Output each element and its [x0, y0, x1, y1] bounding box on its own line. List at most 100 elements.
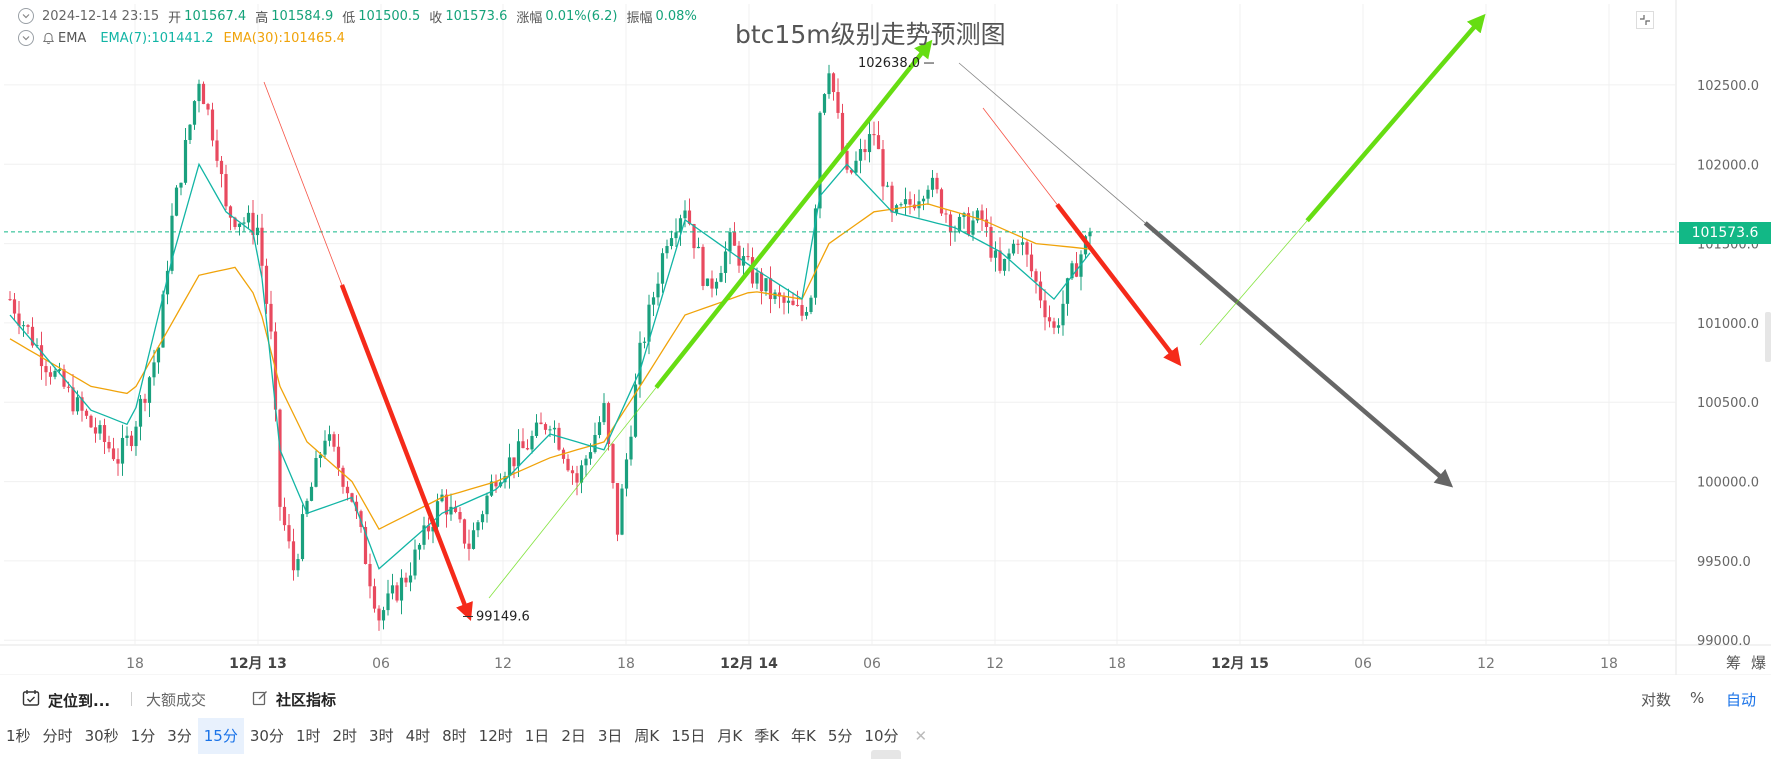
chart-area[interactable]: 102500.0 102000.0 101500.0 101000.0 100500.0…: [0, 0, 1771, 675]
interval-12[interactable]: 12时: [478, 727, 513, 745]
interval-7[interactable]: 1时: [295, 727, 321, 745]
interval-16[interactable]: 周K: [634, 727, 660, 745]
log-scale-toggle[interactable]: 对数: [1641, 691, 1672, 709]
community-indicator-button[interactable]: 社区指标: [252, 689, 336, 710]
interval-19[interactable]: 季K: [754, 727, 780, 745]
candle-body: [386, 593, 390, 611]
interval-3[interactable]: 1分: [130, 727, 156, 745]
collapse-chevron-icon[interactable]: [18, 8, 34, 24]
candle-body: [881, 149, 885, 187]
community-indicator-label: 社区指标: [276, 691, 337, 709]
y-tick-label: 100500.0: [1697, 396, 1759, 411]
candle-body: [548, 429, 552, 431]
interval-9[interactable]: 3时: [369, 727, 394, 745]
candle-body: [669, 238, 674, 247]
candle-body: [521, 441, 525, 449]
candle-body: [980, 210, 984, 220]
indicator-collapse-chevron-icon[interactable]: [18, 30, 34, 46]
candle-body: [728, 232, 732, 252]
auto-scale-toggle[interactable]: 自动: [1726, 691, 1757, 709]
candle-body: [17, 313, 21, 326]
ema7-line: [9, 162, 1091, 570]
interval-10[interactable]: 4时: [405, 727, 431, 745]
green-up-arrow-2: [1199, 13, 1486, 346]
candle-body: [489, 481, 494, 496]
candle-body: [471, 530, 476, 549]
candle-body: [1088, 231, 1092, 237]
candle-body: [35, 345, 39, 347]
candle-body: [930, 177, 935, 190]
indicator-name[interactable]: EMA: [58, 30, 87, 46]
interval-20[interactable]: 年K: [791, 727, 816, 745]
interval-22[interactable]: 10分: [864, 727, 899, 745]
interval-2[interactable]: 30秒: [84, 727, 119, 745]
candle-body: [935, 177, 939, 190]
candle-body: [165, 270, 170, 295]
fullscreen-icon[interactable]: [1633, 9, 1657, 31]
candle-body: [1052, 321, 1056, 328]
candle-body: [260, 227, 264, 266]
candle-body: [125, 435, 129, 438]
liquidation-toggle[interactable]: 爆: [1751, 654, 1766, 672]
candle-body: [462, 519, 467, 544]
close-label: 收: [429, 10, 443, 26]
interval-18[interactable]: 月K: [717, 727, 743, 745]
candle-body: [390, 585, 395, 594]
candle-body: [98, 425, 102, 434]
candle-body: [660, 253, 665, 284]
candle-body: [413, 549, 417, 576]
candle-body: [449, 506, 453, 515]
interval-6[interactable]: 30分: [249, 727, 284, 745]
candle-body: [786, 300, 791, 303]
interval-21[interactable]: 5分: [827, 727, 853, 745]
candle-body: [1070, 263, 1074, 279]
candle-body: [1043, 300, 1047, 318]
candle-body: [719, 272, 723, 282]
high-point-label: 102638.0: [858, 56, 920, 71]
candle-body: [584, 458, 588, 466]
candle-body: [89, 415, 93, 428]
percent-scale-toggle[interactable]: %: [1690, 689, 1705, 707]
interval-0[interactable]: 1秒: [6, 727, 31, 745]
candle-body: [849, 169, 854, 173]
candle-body: [53, 370, 57, 377]
panel-resize-handle[interactable]: [871, 750, 901, 759]
candle-body: [426, 525, 431, 532]
candle-body: [210, 109, 215, 141]
big-deal-button[interactable]: 大额成交: [146, 691, 207, 709]
candle-body: [278, 409, 282, 507]
candle-body: [1025, 242, 1029, 255]
candle-body: [201, 83, 206, 105]
trend-tail: [263, 81, 343, 286]
bell-icon[interactable]: [42, 32, 55, 45]
locate-to-label: 定位到...: [48, 691, 111, 710]
interval-13[interactable]: 1日: [524, 727, 550, 745]
interval-17[interactable]: 15日: [671, 727, 706, 745]
interval-1[interactable]: 分时: [42, 727, 73, 745]
candle-body: [656, 283, 660, 298]
interval-8[interactable]: 2时: [332, 727, 358, 745]
interval-5[interactable]: 15分: [197, 718, 244, 754]
candle-body: [431, 526, 435, 532]
interval-15[interactable]: 3日: [597, 727, 623, 745]
candle-body: [264, 265, 269, 304]
candle-body: [665, 246, 669, 254]
interval-11[interactable]: 8时: [442, 727, 467, 745]
candle-body: [30, 326, 35, 346]
interval-14[interactable]: 2日: [561, 727, 586, 745]
candle-body: [1047, 317, 1052, 322]
interval-4[interactable]: 3分: [167, 727, 192, 745]
close-icon[interactable]: ✕: [914, 727, 928, 745]
candle-body: [246, 212, 251, 223]
locate-to-button[interactable]: 定位到...: [22, 689, 110, 711]
candlestick-chart[interactable]: 102500.0102000.0101500.0101000.0100500.0…: [0, 0, 1771, 675]
candle-body: [926, 189, 930, 199]
y-tick-label: 99500.0: [1697, 555, 1751, 570]
candle-body: [809, 297, 813, 312]
candle-body: [84, 410, 89, 416]
chips-toggle[interactable]: 筹: [1726, 654, 1741, 672]
candle-body: [404, 577, 408, 583]
calendar-check-icon: [22, 689, 40, 711]
candle-body: [282, 506, 287, 526]
candle-body: [602, 403, 606, 423]
